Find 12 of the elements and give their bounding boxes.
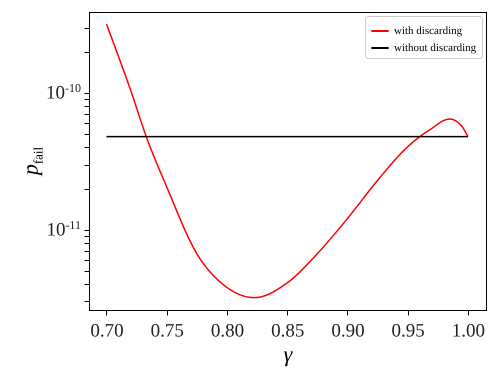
- x-tick-label: 0.85: [271, 320, 304, 342]
- x-tick-label: 0.80: [210, 320, 244, 342]
- x-tick-label: 0.70: [90, 320, 124, 342]
- x-axis-title: γ: [284, 342, 294, 366]
- legend-label: without discarding: [394, 42, 477, 54]
- y-tick-label: 10$^{-10}$: [46, 80, 81, 104]
- y-tick-label: 10$^{-11}$: [46, 218, 81, 240]
- legend-label: with discarding: [394, 25, 463, 37]
- x-tick-label: 0.75: [150, 320, 184, 342]
- x-tick-label: 0.90: [331, 320, 365, 342]
- x-tick-label: 0.95: [392, 320, 425, 342]
- x-tick-label: 1.00: [452, 320, 486, 342]
